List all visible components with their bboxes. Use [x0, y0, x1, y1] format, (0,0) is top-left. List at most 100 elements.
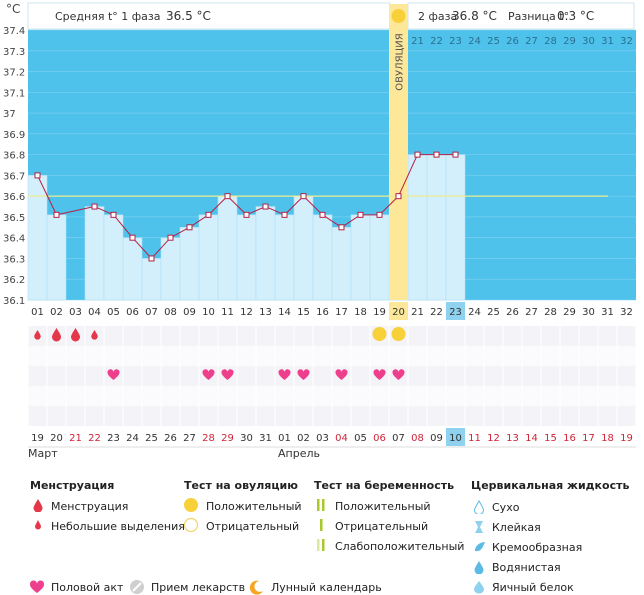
temp-point [243, 211, 250, 218]
temp-line-segment [398, 154, 418, 197]
ovulation-test-positive-icon [372, 327, 387, 341]
legend-cervical-title: Цервикальная жидкость [471, 479, 630, 492]
ovulation-sun-icon [391, 9, 406, 23]
temp-bar [426, 154, 447, 301]
legend-intercourse: Половой акт [51, 581, 124, 594]
y-tick-label: 37.2 [3, 68, 25, 79]
today-date-highlight [446, 428, 465, 446]
today-highlight [446, 302, 465, 320]
temp-bar [331, 227, 352, 301]
phase2-label: 2 фаза [418, 10, 457, 23]
y-tick-label: 37.1 [3, 88, 25, 99]
cycle-day-label: 25 [487, 307, 500, 318]
egg-white-icon [474, 581, 484, 594]
cycle-day-label: 11 [221, 307, 234, 318]
top-day-label: 25 [487, 36, 500, 47]
difference-value: 0.3 °C [557, 9, 594, 23]
intercourse-heart-icon [392, 369, 405, 380]
temp-point [167, 234, 174, 241]
temp-bar [179, 227, 200, 301]
temp-point [205, 211, 212, 218]
temp-point [53, 211, 60, 218]
calendar-date-label: 07 [392, 433, 405, 444]
calendar-date-label: 30 [240, 433, 253, 444]
legend-lunar-calendar: Лунный календарь [271, 581, 382, 594]
temp-bar [27, 175, 48, 301]
temp-bar [46, 214, 67, 301]
temp-bar [236, 214, 257, 301]
temp-line-segment [37, 175, 57, 216]
calendar-date-label: 19 [31, 433, 44, 444]
temp-bar [274, 214, 295, 301]
calendar-date-label: 18 [601, 433, 614, 444]
calendar-date-label: 19 [620, 433, 633, 444]
calendar-date-label: 16 [563, 433, 576, 444]
top-day-label: 32 [620, 36, 633, 47]
temp-line-segment [151, 237, 171, 259]
intercourse-heart-icon [297, 369, 310, 380]
top-day-label: 21 [411, 36, 424, 47]
legend-pregnancy-test-title: Тест на беременность [314, 479, 455, 492]
pregnancy-positive-icon [317, 499, 325, 511]
calendar-date-label: 03 [316, 433, 329, 444]
spotting-drop-icon [35, 520, 41, 530]
temp-bar [445, 154, 466, 301]
temp-bar [407, 154, 428, 301]
cycle-day-label: 01 [31, 307, 44, 318]
cycle-day-label: 07 [145, 307, 158, 318]
calendar-date-label: 13 [506, 433, 519, 444]
temp-point [110, 211, 117, 218]
cycle-day-label: 06 [126, 307, 139, 318]
calendar-date-label: 06 [373, 433, 386, 444]
cycle-day-label: 17 [335, 307, 348, 318]
cycle-day-label: 32 [620, 307, 633, 318]
intercourse-heart-icon [221, 369, 234, 380]
calendar-date-label: 11 [468, 433, 481, 444]
month-april: Апрель [278, 447, 320, 460]
temp-bar [217, 195, 238, 301]
y-tick-label: 37.4 [3, 26, 25, 37]
temp-point [224, 193, 231, 200]
cycle-day-label: 18 [354, 307, 367, 318]
temp-point [91, 203, 98, 210]
legend-sticky: Клейкая [492, 521, 541, 534]
temp-bar [103, 214, 124, 301]
intercourse-heart-icon [202, 369, 215, 380]
calendar-date-label: 01 [278, 433, 291, 444]
calendar-date-label: 26 [164, 433, 177, 444]
sticky-icon [475, 521, 483, 533]
y-tick-label: 36.3 [3, 254, 25, 265]
phase1-label: Средняя t° 1 фаза [55, 10, 161, 23]
top-day-label: 30 [582, 36, 595, 47]
calendar-date-label: 12 [487, 433, 500, 444]
cycle-day-label: 16 [316, 307, 329, 318]
cycle-day-label: 23 [449, 307, 462, 318]
cycle-day-label: 10 [202, 307, 215, 318]
temp-bar [312, 214, 333, 301]
y-tick-label: 36.6 [3, 192, 25, 203]
y-tick-label: 36.9 [3, 130, 25, 141]
y-tick-label: 37.3 [3, 47, 25, 58]
legend-pregnancy-negative: Отрицательный [335, 520, 429, 533]
temp-bar [369, 214, 390, 301]
calendar-date-label: 21 [69, 433, 82, 444]
temp-line-segment [170, 226, 190, 239]
legend-dry: Сухо [492, 501, 520, 514]
temp-line-segment [113, 214, 133, 239]
cycle-day-label: 03 [69, 307, 82, 318]
top-day-label: 27 [525, 36, 538, 47]
y-tick-label: 36.2 [3, 275, 25, 286]
temp-line-segment [303, 195, 323, 216]
temp-bar [160, 237, 181, 301]
calendar-date-label: 15 [544, 433, 557, 444]
legend-watery: Водянистая [492, 561, 561, 574]
temp-point [148, 255, 155, 262]
calendar-date-label: 23 [107, 433, 120, 444]
temp-bar [255, 206, 276, 301]
calendar-date-label: 04 [335, 433, 348, 444]
temp-point [376, 211, 383, 218]
spotting-drop-icon [34, 329, 41, 340]
ovulation-test-positive-icon [391, 327, 406, 341]
top-day-label: 23 [449, 36, 462, 47]
top-day-label: 29 [563, 36, 576, 47]
